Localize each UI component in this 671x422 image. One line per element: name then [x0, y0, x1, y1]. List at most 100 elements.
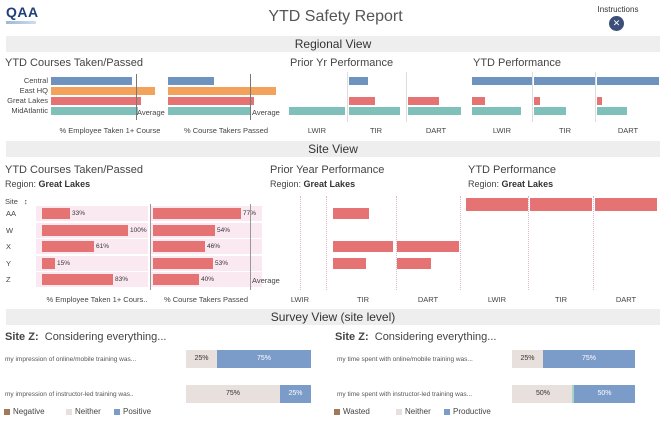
- column-separator: [347, 72, 348, 122]
- site-passed-bar[interactable]: [153, 241, 205, 252]
- region-ytd-bar[interactable]: [534, 97, 540, 105]
- region-label[interactable]: East HQ: [19, 86, 48, 95]
- region-label[interactable]: Great Lakes: [7, 96, 48, 105]
- site-prior-title: Prior Year Performance: [270, 164, 385, 176]
- survey-left-legend-swatch: [114, 409, 120, 415]
- site-label[interactable]: AA: [6, 209, 17, 218]
- site-prior-metric-label: TIR: [356, 295, 370, 304]
- region-ytd-bar[interactable]: [597, 107, 627, 115]
- site-taken-bar[interactable]: [42, 274, 113, 285]
- region-taken-bar[interactable]: [51, 107, 138, 115]
- site-passed-bar[interactable]: [153, 258, 213, 269]
- site-prior-bar[interactable]: [397, 241, 459, 252]
- site-passed-bar[interactable]: [153, 274, 199, 285]
- region-ytd-bar[interactable]: [597, 77, 659, 85]
- site-taken-value: 83%: [115, 276, 129, 283]
- survey-right-neither-segment[interactable]: 25%: [512, 350, 543, 368]
- regional-prior-metric-label: TIR: [369, 126, 383, 135]
- region-taken-bar[interactable]: [51, 97, 141, 105]
- region-ytd-bar[interactable]: [472, 77, 532, 85]
- sort-icon[interactable]: ↕: [24, 197, 28, 206]
- site-label[interactable]: W: [6, 226, 14, 235]
- column-separator: [532, 72, 533, 122]
- site-passed-value: 40%: [201, 276, 215, 283]
- site-prior-bar[interactable]: [333, 241, 393, 252]
- site-taken-average-line: [150, 204, 151, 290]
- site-passed-value: 46%: [207, 243, 221, 250]
- region-prior-bar[interactable]: [289, 107, 345, 115]
- region-prior-bar[interactable]: [349, 107, 400, 115]
- site-ytd-metric-label: TIR: [554, 295, 568, 304]
- survey-left-neither-segment[interactable]: 75%: [186, 385, 280, 403]
- survey-left-legend-label: Neither: [75, 407, 101, 416]
- tools-icon: ✕: [612, 18, 621, 28]
- region-passed-bar[interactable]: [168, 97, 254, 105]
- site-row-bg-taken: [36, 256, 148, 271]
- regional-prior-title: Prior Yr Performance: [290, 57, 394, 69]
- site-taken-value: 61%: [96, 243, 110, 250]
- region-ytd-bar[interactable]: [597, 97, 602, 105]
- site-region-filter-3[interactable]: Region: Great Lakes: [468, 179, 554, 189]
- survey-right-positive-segment[interactable]: 75%: [543, 350, 635, 368]
- site-region-filter-2[interactable]: Region: Great Lakes: [270, 179, 356, 189]
- region-passed-bar[interactable]: [168, 107, 251, 115]
- survey-right-question: my time spent with instructor-led traini…: [337, 391, 473, 398]
- site-prior-bar[interactable]: [397, 258, 431, 269]
- region-ytd-bar[interactable]: [534, 77, 596, 85]
- site-prior-bar[interactable]: [333, 208, 369, 219]
- survey-right-legend-swatch: [444, 409, 450, 415]
- site-column-header: Site ↕: [5, 197, 28, 206]
- site-label[interactable]: Y: [6, 259, 12, 268]
- column-separator: [595, 72, 596, 122]
- survey-right-heading: Site Z: Considering everything...: [335, 331, 497, 343]
- site-prior-bar[interactable]: [333, 258, 366, 269]
- regional-ytd-metric-label: DART: [617, 126, 639, 135]
- survey-left-question: my impression of instructor-led training…: [5, 391, 134, 398]
- instructions-button[interactable]: ✕: [609, 16, 624, 31]
- site-passed-bar[interactable]: [153, 225, 215, 236]
- site-taken-bar[interactable]: [42, 241, 94, 252]
- site-taken-bar[interactable]: [42, 258, 55, 269]
- site-label[interactable]: X: [6, 242, 12, 251]
- regional-ytd-metric-label: TIR: [558, 126, 572, 135]
- column-separator: [300, 196, 301, 290]
- survey-left-positive-segment[interactable]: 25%: [280, 385, 311, 403]
- site-taken-bar[interactable]: [42, 225, 128, 236]
- region-taken-bar[interactable]: [51, 77, 132, 85]
- site-taken-bar[interactable]: [42, 208, 70, 219]
- regional-axis-passed: % Course Takers Passed: [183, 126, 269, 135]
- region-prior-bar[interactable]: [408, 107, 461, 115]
- survey-right-question: my time spent with online/mobile trainin…: [337, 356, 473, 363]
- site-label[interactable]: Z: [6, 275, 11, 284]
- region-ytd-bar[interactable]: [472, 107, 521, 115]
- regional-ytd-metric-label: LWIR: [492, 126, 512, 135]
- logo-underline: [6, 21, 36, 24]
- logo-text: QAA: [6, 4, 39, 20]
- site-region-filter-1[interactable]: Region: Great Lakes: [5, 179, 91, 189]
- survey-right-neither-segment[interactable]: 50%: [512, 385, 574, 403]
- site-passed-average-label: Average: [252, 276, 280, 285]
- region-prior-bar[interactable]: [349, 97, 375, 105]
- region-taken-bar[interactable]: [51, 87, 155, 95]
- regional-prior-metric-label: DART: [425, 126, 447, 135]
- site-ytd-bar[interactable]: [466, 198, 528, 211]
- page-title: YTD Safety Report: [268, 8, 403, 25]
- column-separator: [528, 196, 529, 290]
- site-courses-title: YTD Courses Taken/Passed: [5, 164, 143, 176]
- region-label[interactable]: Central: [23, 76, 48, 85]
- region-passed-bar[interactable]: [168, 77, 214, 85]
- site-ytd-metric-label: LWIR: [487, 295, 507, 304]
- region-label[interactable]: MidAtlantic: [11, 106, 48, 115]
- survey-left-neither-segment[interactable]: 25%: [186, 350, 217, 368]
- regional-courses-title: YTD Courses Taken/Passed: [5, 57, 143, 69]
- site-passed-bar[interactable]: [153, 208, 241, 219]
- site-ytd-bar[interactable]: [530, 198, 592, 211]
- region-prior-bar[interactable]: [408, 97, 439, 105]
- region-prior-bar[interactable]: [349, 77, 368, 85]
- site-ytd-bar[interactable]: [595, 198, 657, 211]
- survey-right-positive-segment[interactable]: 50%: [574, 385, 635, 403]
- region-ytd-bar[interactable]: [472, 97, 485, 105]
- region-passed-bar[interactable]: [168, 87, 276, 95]
- region-ytd-bar[interactable]: [534, 107, 566, 115]
- survey-left-positive-segment[interactable]: 75%: [217, 350, 311, 368]
